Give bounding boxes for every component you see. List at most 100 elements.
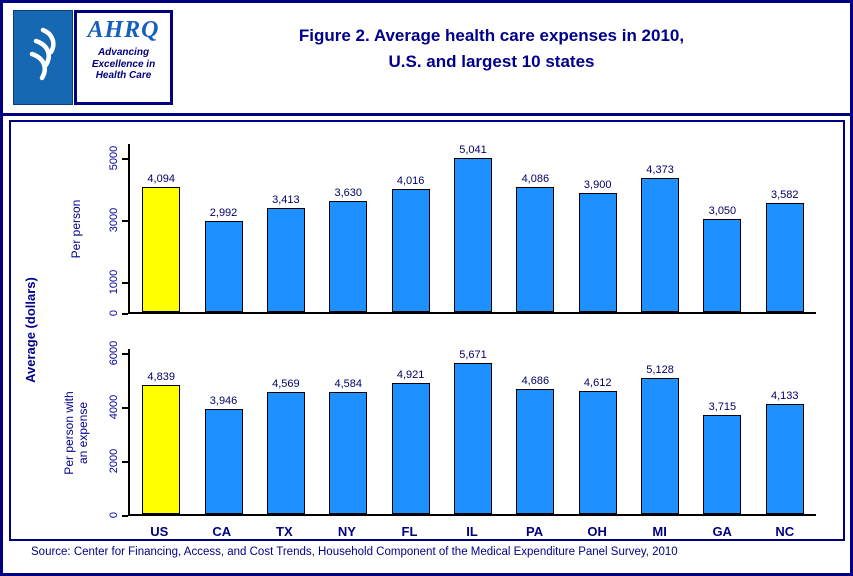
bar-NC (765, 404, 804, 514)
bar-slot: 4,016 (379, 144, 441, 312)
bar-value-label: 3,715 (708, 401, 737, 414)
x-axis-labels: US CA TX NY FL IL PA OH MI GA NC (128, 524, 816, 539)
ahrq-tagline: Advancing Excellence in Health Care (91, 47, 156, 81)
y-tick-label: 5000 (108, 146, 120, 171)
y-tick-mark (122, 313, 128, 315)
bar-slot: 3,715 (691, 349, 753, 514)
bar-GA (703, 218, 742, 312)
bar-value-label: 3,630 (334, 187, 363, 200)
ahrq-wordmark: AHRQ (87, 17, 160, 43)
x-axis-label-US: US (150, 524, 169, 539)
bar-value-label: 4,086 (521, 173, 550, 186)
figure-title: Figure 2. Average health care expenses i… (193, 23, 790, 76)
x-axis-label-FL: FL (401, 524, 418, 539)
bar-value-label: 4,373 (646, 164, 674, 177)
x-axis-label-TX: TX (276, 524, 293, 539)
x-axis-label-OH: OH (587, 524, 607, 539)
y-tick-label: 4000 (108, 395, 120, 420)
bar-US (142, 186, 181, 312)
y-tick-mark (122, 407, 128, 410)
x-axis-label-NC: NC (775, 524, 795, 539)
per-person-chart: 4,094 2,992 3,413 3,630 4,016 5,041 4,086 3,900… (128, 144, 816, 314)
x-axis-label-PA: PA (526, 524, 544, 539)
bar-OH (578, 192, 617, 312)
bar-NY (329, 392, 368, 514)
bar-value-label: 3,050 (708, 204, 737, 217)
bar-OH (578, 391, 617, 514)
bar-TX (266, 207, 305, 312)
x-axis-label-CA: CA (212, 524, 232, 539)
x-axis-label-GA: GA (712, 524, 732, 539)
bar-slot: 3,582 (754, 144, 816, 312)
hhs-logo (13, 10, 73, 105)
y-tick-label: 1000 (108, 269, 120, 295)
bar-slot: 3,630 (317, 144, 379, 312)
bar-value-label: 3,900 (583, 178, 612, 191)
bar-slot: 4,921 (379, 349, 441, 514)
bar-GA (703, 415, 742, 514)
bar-value-label: 5,041 (459, 144, 487, 157)
bar-IL (453, 363, 492, 514)
bar-PA (516, 187, 555, 312)
chart-panel: Average (dollars) 4,094 2,992 3,413 3,630 4,… (9, 120, 845, 541)
bar-slot: 4,686 (504, 349, 566, 514)
bar-FL (391, 189, 430, 312)
bar-value-label: 4,921 (396, 369, 425, 382)
bar-IL (453, 158, 492, 312)
figure-title-line1: Figure 2. Average health care expenses i… (298, 26, 685, 45)
bar-NY (329, 201, 368, 312)
chart-y-label: Per person (69, 199, 84, 259)
bar-value-label: 3,413 (272, 193, 300, 206)
bar-slot: 2,992 (192, 144, 254, 312)
bar-slot: 4,569 (255, 349, 317, 514)
bar-FL (391, 383, 430, 514)
y-tick-label: 3000 (108, 208, 120, 233)
x-axis-label-MI: MI (652, 524, 667, 539)
bar-value-label: 2,992 (209, 206, 238, 219)
bar-slot: 4,373 (629, 144, 691, 312)
bar-CA (204, 220, 243, 312)
bar-value-label: 5,128 (646, 363, 674, 376)
y-tick-mark (122, 220, 128, 223)
bar-value-label: 3,582 (771, 188, 799, 201)
y-tick-mark (122, 353, 128, 356)
y-tick-label: 2000 (108, 448, 120, 474)
bar-slot: 5,128 (629, 349, 691, 514)
bar-slot: 4,839 (130, 349, 192, 514)
bar-value-label: 4,839 (147, 371, 175, 384)
bar-PA (516, 389, 555, 514)
bar-value-label: 4,094 (147, 172, 175, 185)
bar-value-label: 4,584 (334, 378, 363, 391)
bar-slot: 4,094 (130, 144, 192, 312)
bar-TX (266, 392, 305, 514)
source-note: Source: Center for Financing, Access, an… (31, 546, 678, 558)
chart-y-label: Per person with an expense (62, 390, 90, 475)
ahrq-logo: AHRQ Advancing Excellence in Health Care (74, 10, 173, 105)
bar-slot: 4,584 (317, 349, 379, 514)
header-divider (3, 113, 850, 116)
bar-slot: 4,612 (567, 349, 629, 514)
y-axis-title: Average (dollars) (23, 277, 38, 383)
hhs-eagle-icon (23, 23, 63, 92)
y-tick-label: 0 (108, 309, 120, 317)
bar-value-label: 3,946 (209, 395, 238, 407)
header: AHRQ Advancing Excellence in Health Care… (3, 3, 850, 113)
per-person-with-expense-chart: 4,839 3,946 4,569 4,584 4,921 5,671 4,686 4,612… (128, 349, 816, 516)
y-tick-mark (122, 515, 128, 517)
figure-title-line2: U.S. and largest 10 states (388, 52, 595, 72)
bar-slot: 5,671 (442, 349, 504, 514)
bar-slot: 5,041 (442, 144, 504, 312)
bar-slot: 3,900 (567, 144, 629, 312)
bar-US (142, 385, 181, 514)
bar-value-label: 5,671 (459, 349, 487, 362)
bar-value-label: 4,686 (521, 375, 550, 388)
x-axis-label-IL: IL (466, 524, 478, 539)
bar-NC (765, 202, 804, 312)
y-tick-mark (122, 461, 128, 464)
y-tick-label: 6000 (108, 341, 120, 366)
bar-slot: 4,133 (754, 349, 816, 514)
y-tick-mark (122, 158, 128, 161)
bar-value-label: 4,569 (272, 378, 300, 391)
x-axis-label-NY: NY (337, 524, 356, 539)
